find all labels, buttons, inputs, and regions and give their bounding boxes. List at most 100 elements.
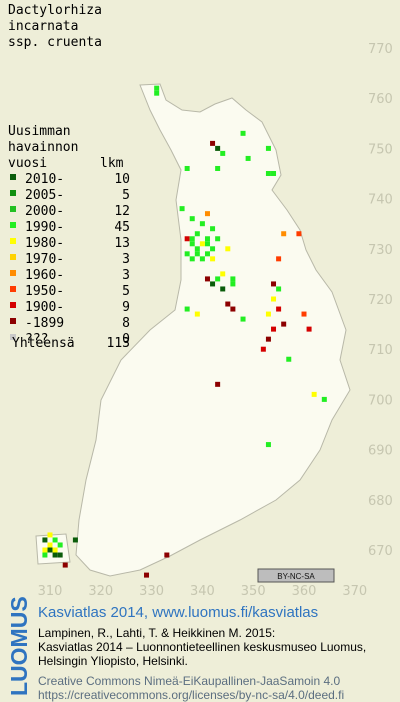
occurrence-square: [204, 211, 210, 217]
occurrence-square: [265, 442, 271, 448]
y-tick-label: 720: [368, 293, 393, 308]
occurrence-square: [47, 547, 53, 553]
finland-outline: [75, 83, 351, 577]
credits-link[interactable]: Kasviatlas 2014, www.luomus.fi/kasviatla…: [38, 604, 318, 621]
occurrence-square: [311, 391, 317, 397]
occurrence-square: [271, 326, 277, 332]
occurrence-square: [52, 547, 58, 553]
legend-swatch: [10, 238, 16, 244]
occurrence-square: [210, 256, 216, 262]
occurrence-square: [225, 301, 231, 307]
occurrence-square: [210, 226, 216, 232]
occurrence-square: [215, 381, 221, 387]
legend-count: 8: [122, 316, 130, 331]
legend-swatch: [10, 318, 16, 324]
legend-count: 3: [122, 268, 130, 283]
occurrence-square: [265, 145, 271, 151]
legend-label: -1899: [25, 316, 64, 331]
legend-count: 0: [122, 332, 130, 347]
occurrence-square: [194, 251, 200, 257]
occurrence-square: [286, 356, 292, 362]
occurrence-square: [210, 281, 216, 287]
occurrence-square: [199, 241, 205, 247]
occurrence-square: [189, 216, 195, 222]
occurrence-square: [276, 286, 282, 292]
occurrence-square: [260, 346, 266, 352]
legend-label: 2010-: [25, 172, 64, 187]
legend-swatch: [10, 270, 16, 276]
occurrence-square: [204, 236, 210, 242]
occurrence-square: [52, 537, 58, 543]
y-tick-label: 730: [368, 243, 393, 258]
title-line: Dactylorhiza: [8, 3, 102, 18]
x-tick-label: 330: [139, 584, 164, 599]
occurrence-square: [265, 336, 271, 342]
occurrence-square: [184, 306, 190, 312]
legend-total-label: Yhteensä: [12, 336, 75, 351]
legend-swatch: [10, 334, 16, 340]
occurrence-square: [271, 281, 277, 287]
occurrence-square: [215, 145, 221, 151]
y-tick-label: 680: [368, 494, 393, 509]
occurrence-square: [281, 321, 287, 327]
x-tick-label: 340: [190, 584, 215, 599]
occurrence-square: [321, 396, 327, 402]
occurrence-square: [189, 241, 195, 247]
occurrence-square: [199, 221, 205, 227]
occurrence-square: [271, 296, 277, 302]
occurrence-square: [194, 246, 200, 252]
occurrence-square: [220, 286, 226, 292]
occurrence-square: [265, 311, 271, 317]
legend-swatch: [10, 206, 16, 212]
y-tick-label: 670: [368, 544, 393, 559]
legend-label: 1970-: [25, 252, 64, 267]
y-tick-label: 700: [368, 393, 393, 408]
x-tick-label: 370: [342, 584, 367, 599]
legend-count: 5: [122, 284, 130, 299]
y-tick-label: 740: [368, 193, 393, 208]
occurrence-square: [230, 281, 236, 287]
occurrence-square: [57, 552, 63, 558]
legend-swatch: [10, 302, 16, 308]
y-tick-label: 760: [368, 92, 393, 107]
occurrence-square: [184, 165, 190, 171]
legend-label: 1950-: [25, 284, 64, 299]
occurrence-square: [215, 165, 221, 171]
license[interactable]: https://creativecommons.org/licenses/by-…: [38, 688, 344, 702]
legend-swatch: [10, 174, 16, 180]
legend-label: ???: [25, 332, 48, 347]
occurrence-square: [215, 276, 221, 282]
occurrence-square: [72, 537, 78, 543]
legend-count: 9: [122, 300, 130, 315]
occurrence-square: [184, 251, 190, 257]
occurrence-square: [57, 542, 63, 548]
legend-count: 12: [114, 204, 130, 219]
occurrence-square: [210, 140, 216, 146]
occurrence-square: [220, 150, 226, 156]
occurrence-square: [204, 251, 210, 257]
title-line: ssp. cruenta: [8, 35, 102, 50]
occurrence-square: [240, 130, 246, 136]
occurrence-square: [42, 547, 48, 553]
occurrence-square: [144, 572, 150, 578]
y-tick-label: 710: [368, 343, 393, 358]
occurrence-square: [215, 236, 221, 242]
occurrence-square: [47, 542, 53, 548]
legend-count: 3: [122, 252, 130, 267]
legend-count: 5: [122, 188, 130, 203]
occurrence-square: [47, 532, 53, 538]
occurrence-square: [306, 326, 312, 332]
citation: Kasviatlas 2014 – Luonnontieteellinen ke…: [38, 640, 366, 654]
occurrence-square: [276, 256, 282, 262]
occurrence-square: [240, 316, 246, 322]
occurrence-square: [154, 90, 160, 96]
occurrence-square: [230, 306, 236, 312]
title-line: incarnata: [8, 19, 78, 34]
license-badge: [257, 568, 335, 583]
occurrence-square: [194, 311, 200, 317]
occurrence-square: [245, 155, 251, 161]
legend-label: 2000-: [25, 204, 64, 219]
x-tick-label: 360: [292, 584, 317, 599]
occurrence-square: [271, 171, 277, 176]
